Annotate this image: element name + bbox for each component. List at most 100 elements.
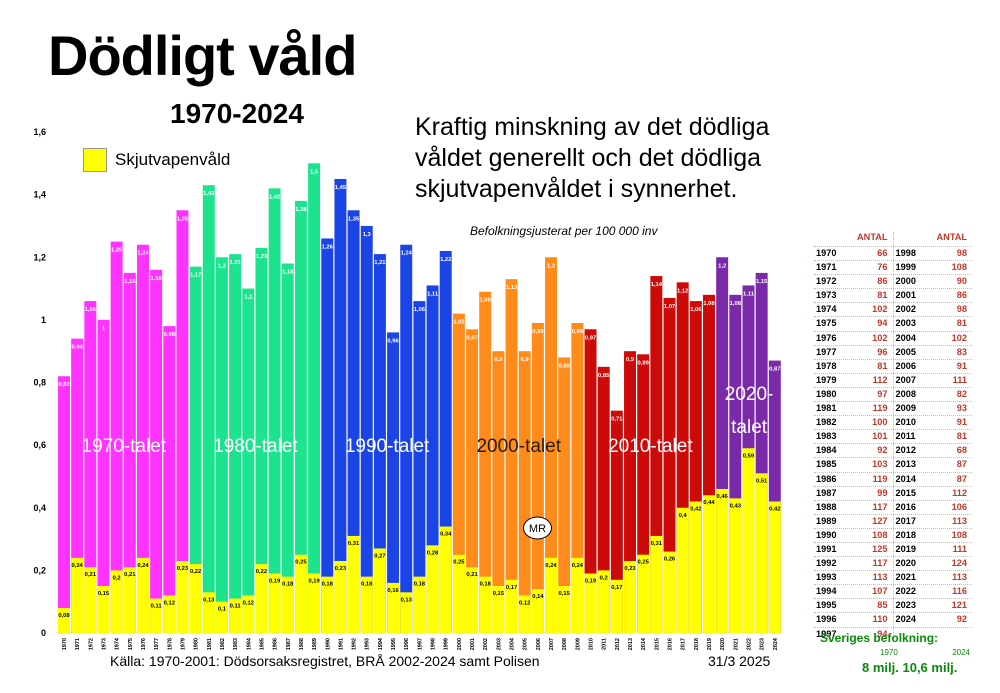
count-value: 94 (855, 317, 894, 331)
firearm-bar (492, 586, 505, 633)
firearm-value-label: 0,46 (717, 494, 729, 500)
count-table-row: 1980 97 2008 82 (814, 386, 972, 402)
count-value: 121 (951, 600, 967, 611)
count-table-row: 1977 96 2005 83 (814, 344, 972, 359)
firearm-value-label: 0,24 (572, 563, 584, 569)
total-value-label: 0,82 (58, 382, 69, 388)
firearm-bar (413, 576, 426, 633)
count-value: 113 (855, 571, 894, 585)
count-year: 1985 (816, 459, 837, 470)
total-bar (689, 301, 702, 633)
population-year-2024: 2024 (952, 648, 970, 657)
count-year: 1971 (816, 262, 837, 273)
decade-label: 1980-talet (213, 436, 298, 457)
firearm-value-label: 0,26 (664, 557, 676, 563)
count-year: 1980 (816, 388, 837, 399)
count-table-row: 1989 127 2017 113 (814, 513, 972, 528)
count-year: 2002 (895, 304, 916, 315)
count-table-row: 1992 117 2020 124 (814, 556, 972, 571)
count-value: 111 (952, 543, 967, 554)
population-years: 1970 2024 (880, 648, 970, 657)
firearm-bar (663, 551, 676, 633)
firearm-bar (110, 570, 123, 633)
count-year: 1994 (816, 586, 837, 597)
count-value: 102 (951, 332, 967, 343)
total-bar (558, 357, 571, 633)
count-value: 107 (855, 585, 894, 599)
firearm-bar (373, 548, 386, 633)
firearm-bar (505, 579, 518, 633)
count-year: 2019 (895, 543, 916, 554)
firearm-bar (281, 576, 294, 633)
total-bar (768, 360, 781, 633)
total-bar (373, 254, 386, 633)
count-value: 108 (855, 528, 894, 542)
count-year: 1989 (816, 515, 837, 526)
legend-swatch-firearm (83, 148, 107, 172)
firearm-bar (610, 579, 623, 633)
firearm-value-label: 0,17 (506, 585, 517, 591)
x-tick-label: 1975 (128, 638, 134, 650)
total-value-label: 1,24 (137, 251, 149, 257)
count-value: 119 (855, 402, 894, 416)
total-bar (505, 279, 518, 633)
count-value: 81 (956, 318, 967, 329)
total-bar (584, 329, 597, 633)
y-tick-label: 1,2 (33, 252, 46, 262)
x-tick-label: 2024 (773, 637, 779, 650)
decade-label: 2020- (725, 384, 774, 405)
count-value: 117 (855, 500, 894, 514)
x-tick-label: 1981 (207, 638, 213, 650)
total-bar (703, 294, 715, 633)
chart-title: Dödligt våld (48, 24, 357, 87)
count-value: 82 (956, 388, 967, 399)
x-tick-label: 2003 (496, 638, 502, 650)
firearm-bar (255, 564, 268, 633)
firearm-value-label: 0,15 (493, 591, 505, 597)
firearm-value-label: 0,22 (256, 569, 267, 575)
x-tick-label: 1978 (167, 638, 173, 650)
firearm-bar (466, 567, 479, 633)
count-value: 108 (951, 262, 967, 273)
count-value: 83 (956, 346, 967, 357)
population-values: 8 milj. 10,6 milj. (862, 660, 957, 675)
count-table-row: 1985 103 2013 87 (814, 457, 972, 472)
count-year: 2021 (895, 572, 916, 583)
total-bar (729, 294, 742, 633)
x-tick-label: 1985 (259, 638, 265, 650)
total-bar (71, 338, 84, 633)
total-bar (84, 301, 97, 633)
total-value-label: 0,99 (572, 329, 584, 335)
x-tick-label: 2020 (720, 638, 726, 650)
count-year: 1979 (816, 374, 837, 385)
count-value: 91 (956, 360, 967, 371)
count-year: 1970 (816, 248, 837, 258)
x-tick-label: 2013 (628, 638, 634, 650)
count-value: 76 (855, 261, 894, 275)
firearm-bar (84, 567, 97, 633)
count-value: 86 (956, 290, 967, 301)
firearm-bar (584, 573, 597, 633)
count-year: 1997 (816, 628, 837, 639)
count-value: 93 (956, 403, 967, 414)
firearm-bar (136, 557, 149, 633)
firearm-bar (597, 570, 610, 633)
decade-label: 2000-talet (476, 436, 561, 457)
firearm-bar (242, 595, 255, 633)
count-value: 112 (855, 373, 894, 387)
x-tick-label: 1982 (220, 638, 226, 650)
count-table-row: 1974 102 2002 98 (814, 302, 972, 317)
count-year: 2012 (895, 445, 916, 456)
firearm-value-label: 0,4 (679, 513, 688, 519)
total-bar (624, 351, 636, 633)
total-bar (202, 185, 215, 633)
count-table: ANTAL ANTAL 1970 66 1998 98 1971 76 1999 108 197… (814, 232, 972, 641)
count-year: 2022 (895, 586, 916, 597)
count-value: 87 (956, 459, 967, 470)
x-tick-label: 1986 (273, 638, 279, 650)
x-tick-label: 1998 (431, 638, 437, 650)
x-tick-label: 2006 (536, 638, 542, 650)
firearm-bar (294, 554, 307, 633)
firearm-value-label: 0,31 (348, 541, 360, 547)
total-value-label: 1,13 (506, 285, 518, 291)
